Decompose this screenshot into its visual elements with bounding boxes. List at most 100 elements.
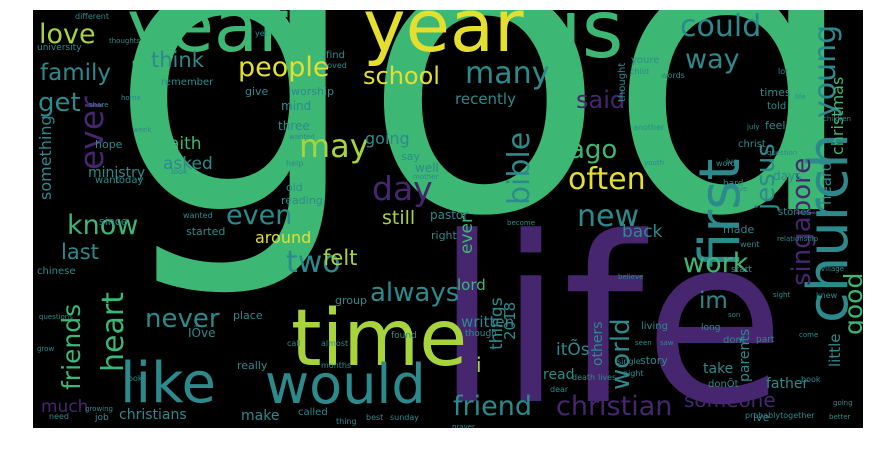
word-mind: mind — [281, 99, 312, 113]
word-part: part — [756, 335, 775, 345]
word-well: well — [415, 161, 439, 175]
word-hope: hope — [95, 138, 123, 151]
word-faith: faith — [163, 134, 202, 154]
word-life-small: life — [795, 93, 806, 101]
word-still: still — [382, 207, 416, 229]
word-father: father — [766, 376, 809, 392]
word-always: always — [370, 278, 460, 308]
word-reading: reading — [281, 194, 323, 207]
word-seen: seen — [635, 339, 652, 347]
word-village: village — [821, 265, 845, 273]
word-say: say — [401, 150, 420, 163]
word-single: single — [617, 357, 641, 366]
word-know: know — [67, 210, 139, 241]
word-pastor: pastor — [430, 208, 469, 222]
word-take: take — [703, 361, 734, 377]
word-prayer: prayer — [452, 423, 475, 429]
word-Ive: IÕve — [188, 326, 216, 340]
word-today: today — [115, 175, 144, 186]
word-right: right — [431, 229, 457, 242]
word-ministry: ministry — [88, 165, 146, 181]
word-new: new — [577, 199, 640, 234]
word-time: time — [291, 294, 468, 384]
word-im: im — [699, 288, 728, 314]
word-find: find — [326, 50, 345, 61]
word-going2: going — [833, 399, 853, 407]
word-come: come — [799, 331, 819, 339]
word-stories: stories — [778, 207, 812, 218]
word-good: good — [839, 272, 863, 335]
word-around: around — [255, 228, 312, 247]
word-dear: dear — [550, 385, 569, 394]
word-better: better — [829, 413, 851, 421]
word-book: book — [801, 375, 821, 384]
word-lord: lord — [457, 276, 486, 294]
word-i: i — [476, 353, 482, 377]
word-christian: christian — [556, 391, 673, 422]
word-recently: recently — [455, 90, 516, 108]
word-saw: saw — [660, 339, 674, 347]
word-heard: heard — [817, 161, 835, 205]
word-even: even — [226, 200, 293, 231]
word-live: live — [735, 185, 748, 193]
word-took: took — [125, 374, 143, 383]
word-school: school — [363, 62, 440, 90]
word-wanted2: wanted — [289, 133, 315, 141]
word-family: family — [40, 60, 111, 86]
word-work: work — [683, 248, 749, 279]
word-heart: heart — [96, 292, 131, 372]
word-love: love — [39, 19, 96, 50]
word-home: home — [121, 94, 141, 102]
word-read: read — [543, 367, 575, 383]
word-get: get — [38, 88, 81, 118]
word-night: night — [623, 369, 644, 378]
word-going: going — [365, 129, 410, 148]
word-thing: thing — [336, 417, 357, 426]
word-growing: growing — [85, 405, 113, 413]
word-wanted: wanted — [183, 211, 213, 220]
word-children: children — [823, 115, 852, 123]
word-child: child — [630, 67, 649, 76]
word-life: life — [435, 189, 786, 429]
word-give: give — [245, 85, 269, 98]
word-share: share — [89, 101, 109, 109]
word-start: start — [731, 265, 752, 275]
word-went: went — [740, 240, 760, 249]
word-many: many — [465, 56, 550, 91]
word-lot: lot — [778, 67, 789, 76]
word-others: others — [590, 321, 606, 366]
word-lives: lives — [598, 373, 617, 382]
word-thoughts: thoughts — [109, 37, 141, 45]
word-would: would — [265, 353, 426, 416]
word-asked: asked — [163, 154, 213, 174]
word-probablytogether: probablytogether — [745, 411, 815, 420]
word-yet: yet — [255, 29, 268, 38]
word-god: god — [108, 10, 861, 304]
word-day: day — [372, 169, 433, 208]
word-son: son — [728, 311, 741, 319]
word-youth: youth — [644, 159, 665, 167]
word-almost: almost — [321, 339, 349, 348]
word-really: really — [237, 359, 268, 372]
word-think: think — [151, 48, 204, 72]
word-help: help — [286, 159, 304, 168]
word-friend: friend — [453, 391, 532, 422]
word-thought: thought — [617, 62, 628, 102]
word-bible: bible — [502, 131, 537, 205]
word-youre: youre — [631, 55, 660, 66]
word-call: call — [287, 339, 301, 348]
word-little: little — [826, 333, 844, 368]
word-sunday: sunday — [390, 413, 420, 422]
word-times: times — [760, 86, 791, 99]
word-its: itÕs — [556, 340, 590, 360]
word-christians: christians — [119, 407, 187, 423]
word-group: group — [335, 294, 367, 307]
word-said: said — [576, 86, 626, 114]
word-chinese: chinese — [37, 266, 76, 277]
word-knew: knew — [816, 291, 838, 300]
word-us: us — [531, 10, 624, 76]
word-feel: feel — [765, 119, 786, 132]
word-last: last — [61, 240, 99, 264]
word-often: often — [568, 162, 646, 197]
word-best: best — [366, 413, 384, 422]
